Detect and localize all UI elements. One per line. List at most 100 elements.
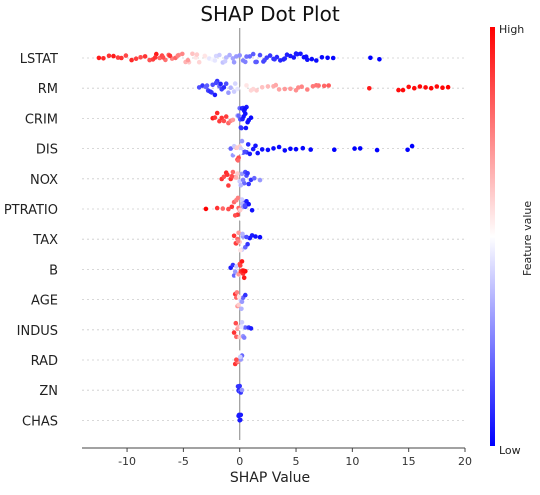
- dot-ptratio: [232, 213, 238, 218]
- dot-rm: [244, 83, 249, 88]
- dot-lstat: [115, 55, 121, 60]
- dot-lstat: [319, 55, 325, 60]
- dot-lstat: [231, 60, 237, 65]
- dot-lstat: [167, 53, 173, 59]
- feature-label-ptratio: PTRATIO: [4, 203, 58, 218]
- dot-crim: [243, 125, 249, 131]
- dot-rm: [305, 87, 310, 92]
- dot-b: [231, 273, 237, 278]
- dot-rm: [265, 84, 271, 89]
- dot-rad: [234, 357, 239, 363]
- dot-dis: [271, 146, 276, 151]
- dot-dis: [255, 150, 260, 156]
- dot-ptratio: [203, 206, 209, 212]
- dot-age: [236, 294, 242, 300]
- x-tick-label: 5: [293, 455, 300, 468]
- dot-tax: [235, 239, 241, 244]
- dot-lstat: [212, 58, 218, 63]
- dot-crim: [248, 115, 254, 120]
- dot-lstat: [325, 55, 330, 61]
- dot-indus: [241, 335, 247, 340]
- dot-lstat: [330, 55, 336, 61]
- dot-lstat: [244, 54, 249, 59]
- dot-tax: [245, 241, 250, 247]
- dot-rm: [226, 90, 231, 95]
- dot-lstat: [129, 57, 134, 63]
- dot-dis: [245, 142, 251, 147]
- dot-crim: [212, 115, 218, 120]
- dot-rm: [232, 81, 238, 86]
- dot-age: [239, 299, 245, 305]
- dot-rm: [440, 85, 445, 90]
- dot-rm: [396, 87, 401, 93]
- dot-dis: [250, 146, 256, 152]
- dot-nox: [229, 173, 235, 179]
- dot-lstat: [377, 57, 382, 62]
- feature-label-dis: DIS: [36, 143, 58, 158]
- dot-tax: [244, 234, 249, 240]
- dot-lstat: [253, 59, 258, 65]
- dot-lstat: [262, 58, 267, 63]
- dot-rm: [213, 80, 219, 86]
- dot-lstat: [111, 53, 116, 59]
- dot-tax: [253, 234, 258, 239]
- dot-rm: [314, 83, 319, 88]
- dot-lstat: [190, 51, 195, 57]
- dot-lstat: [303, 54, 309, 59]
- dot-rm: [417, 84, 423, 89]
- dot-dis: [409, 143, 415, 149]
- dot-dis: [234, 145, 240, 151]
- dot-rm: [223, 81, 229, 86]
- feature-label-rm: RM: [38, 82, 58, 97]
- dot-ptratio: [246, 201, 251, 207]
- feature-label-crim: CRIM: [25, 112, 58, 127]
- dot-dis: [238, 150, 243, 155]
- dot-b: [232, 269, 238, 274]
- dot-lstat: [298, 51, 303, 57]
- dot-lstat: [257, 52, 263, 58]
- feature-label-indus: INDUS: [17, 324, 58, 339]
- dot-lstat: [194, 52, 200, 57]
- dot-zn: [239, 387, 245, 393]
- dot-nox: [235, 171, 240, 176]
- dot-nox: [226, 183, 231, 188]
- dot-rm: [221, 85, 227, 90]
- feature-label-rad: RAD: [31, 354, 58, 369]
- dot-tax: [231, 233, 237, 239]
- dot-dis: [242, 149, 248, 155]
- x-tick-label: 20: [458, 455, 472, 468]
- dot-lstat: [175, 53, 181, 58]
- dot-dis: [276, 144, 282, 150]
- dot-lstat: [309, 56, 315, 62]
- dot-rm: [321, 83, 327, 89]
- dot-ptratio: [226, 206, 231, 212]
- dot-zn: [237, 383, 242, 389]
- dot-lstat: [223, 55, 229, 60]
- dot-lstat: [282, 56, 288, 61]
- dot-age: [234, 290, 240, 295]
- dot-rm: [434, 84, 440, 89]
- dot-lstat: [227, 52, 232, 58]
- dot-chas: [238, 412, 244, 418]
- dot-dis: [288, 146, 293, 152]
- dot-rm: [423, 85, 428, 90]
- dot-crim: [230, 117, 236, 123]
- dot-tax: [236, 230, 241, 236]
- dot-indus: [239, 324, 244, 330]
- dot-dis: [300, 145, 306, 151]
- x-tick-label: 10: [345, 455, 359, 468]
- dot-dis: [308, 147, 314, 152]
- feature-label-b: B: [49, 263, 58, 278]
- dot-lstat: [243, 59, 248, 65]
- dot-dis: [253, 143, 258, 149]
- dot-b: [239, 259, 245, 264]
- dot-crim: [217, 118, 222, 124]
- dot-lstat: [119, 55, 124, 61]
- dot-lstat: [152, 55, 158, 60]
- dot-nox: [240, 177, 246, 183]
- dot-nox: [234, 175, 239, 180]
- dot-lstat: [247, 54, 253, 59]
- dot-nox: [246, 181, 251, 187]
- dot-nox: [238, 183, 244, 188]
- dot-rm: [231, 89, 237, 94]
